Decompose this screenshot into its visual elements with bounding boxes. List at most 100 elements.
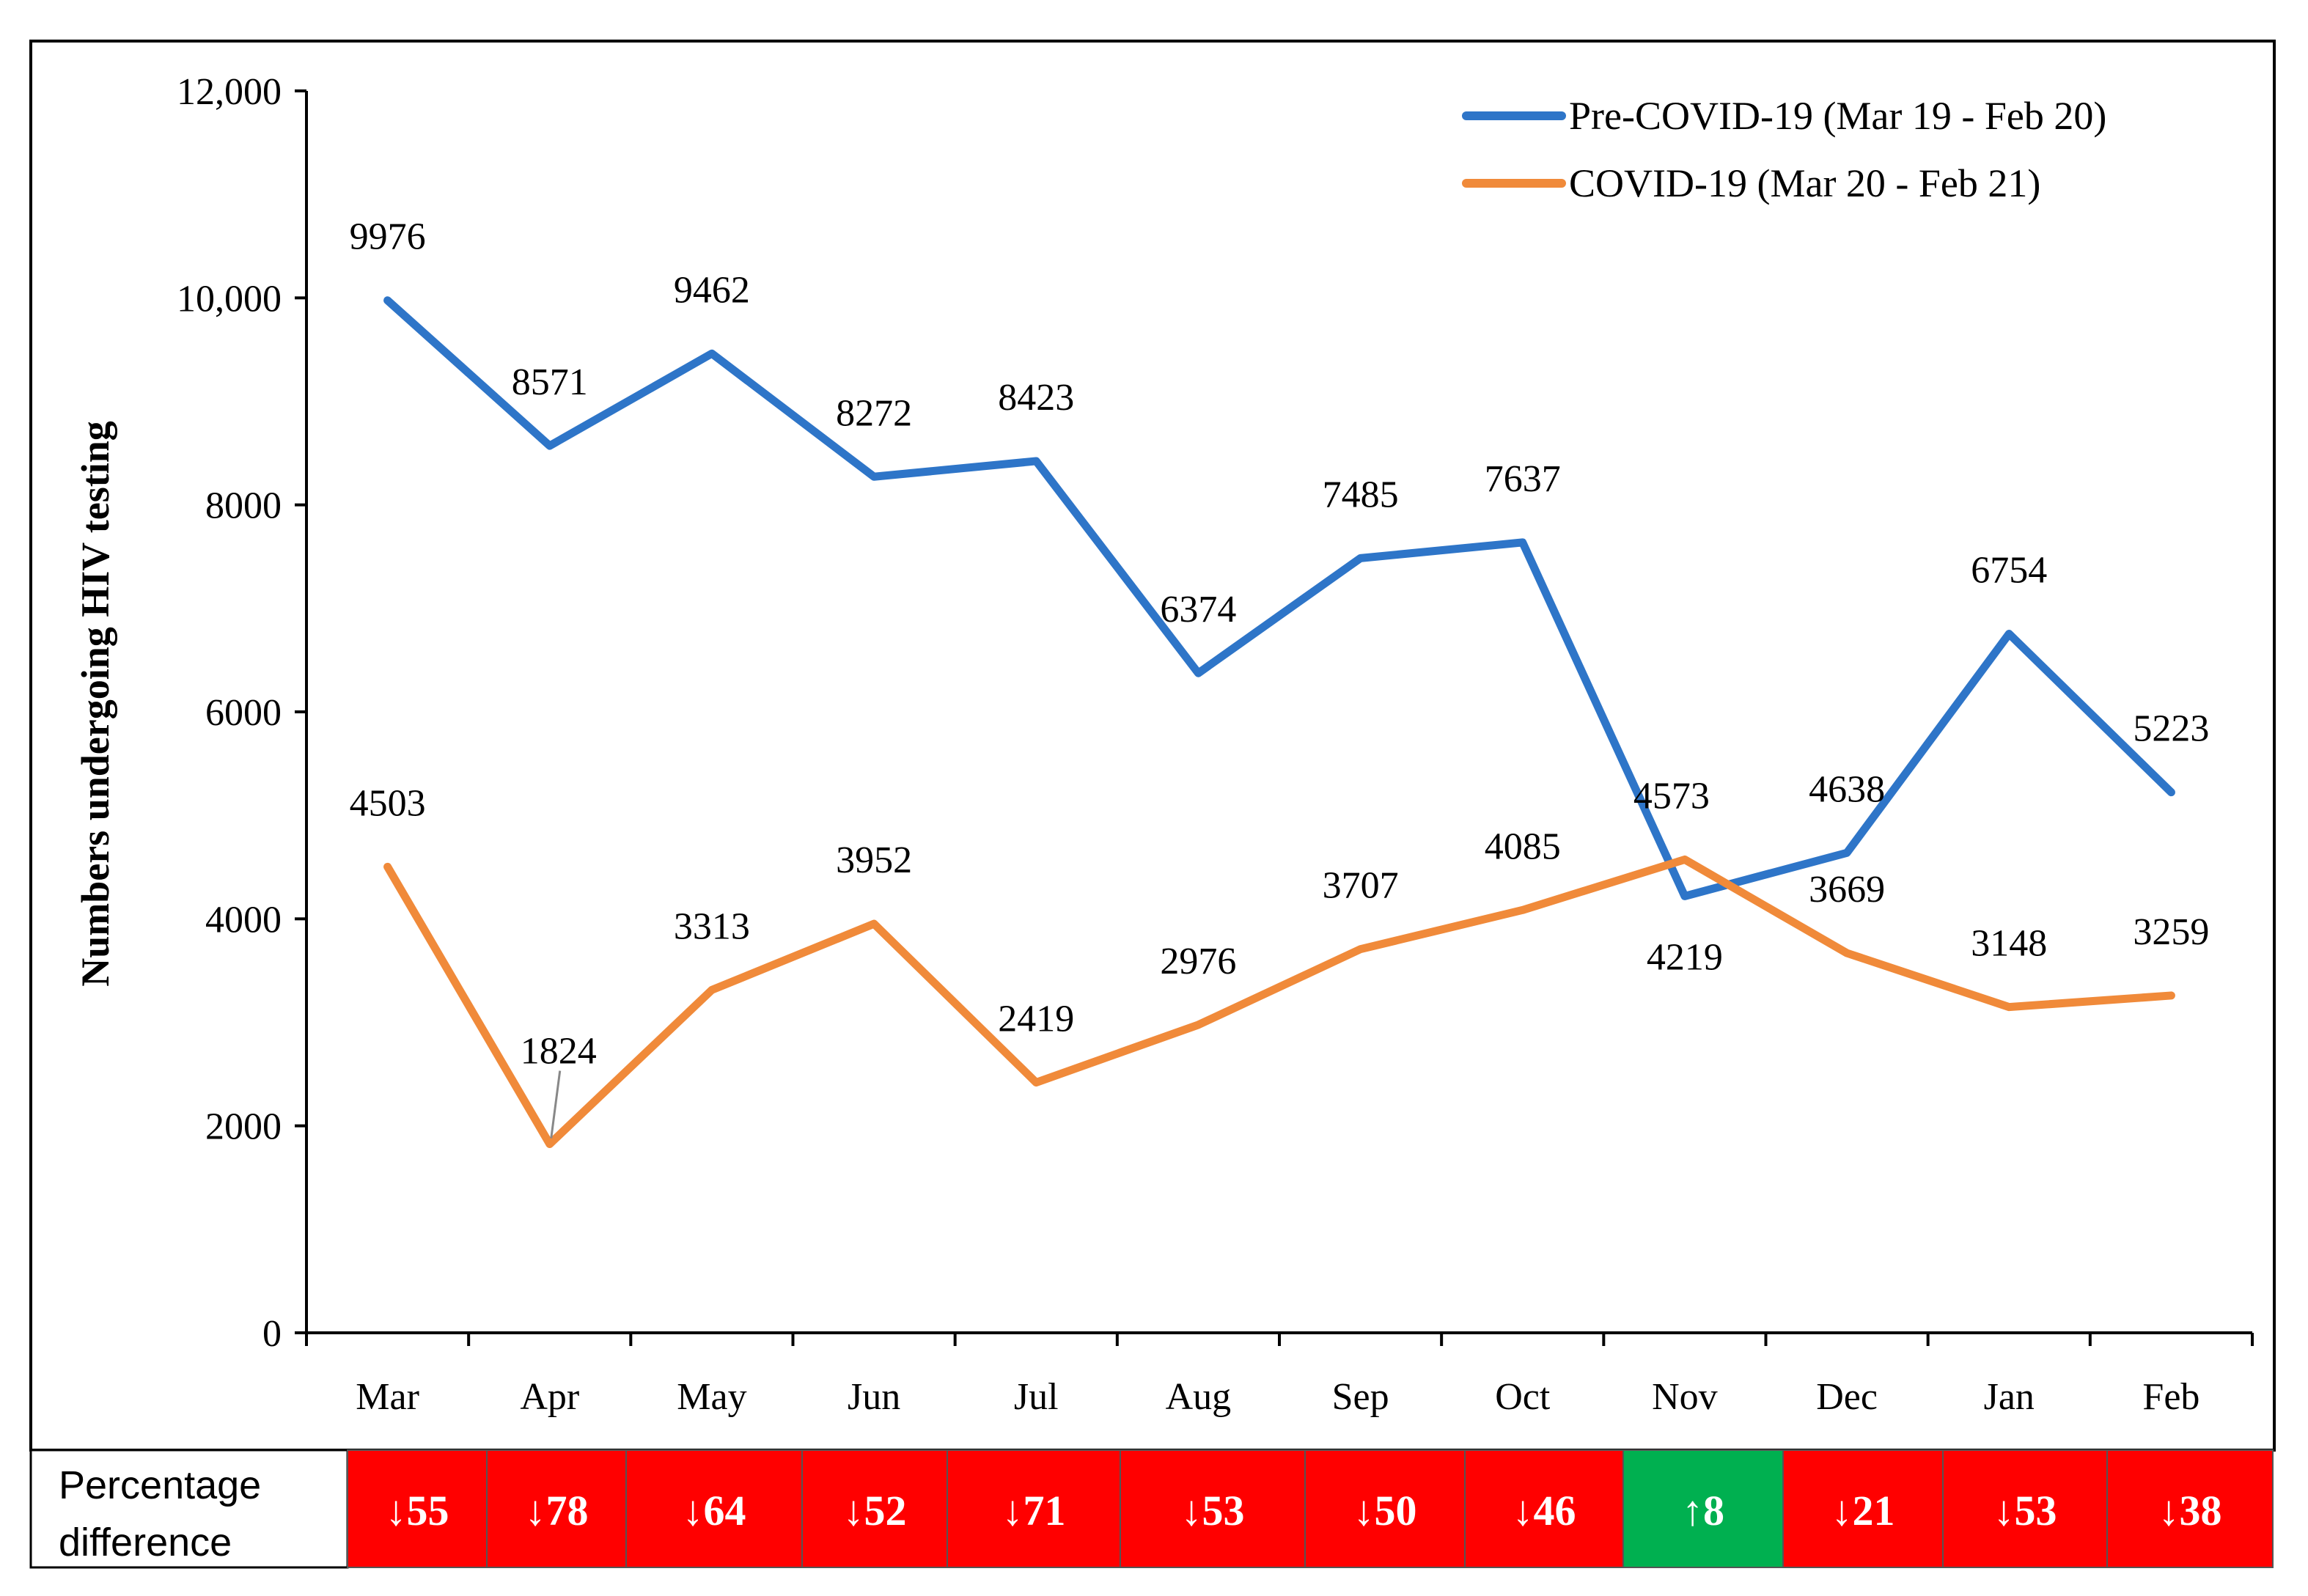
data-label: 5223 <box>2133 708 2209 750</box>
data-point <box>1359 948 1361 950</box>
data-label: 8571 <box>512 361 588 403</box>
y-axis: 0 2000 4000 6000 8000 10,000 12,000 <box>177 71 308 1355</box>
data-point <box>873 476 875 478</box>
pct-value: ↓55 <box>386 1487 449 1534</box>
pct-cell <box>2106 1449 2274 1568</box>
x-tick-label: Oct <box>1495 1376 1551 1418</box>
data-point <box>2008 633 2010 635</box>
pct-header-text: difference <box>59 1520 232 1564</box>
pct-header-text: Percentage <box>59 1463 261 1507</box>
data-label: 4503 <box>350 782 426 824</box>
pct-value: ↓53 <box>1181 1487 1245 1534</box>
x-tick-label: Dec <box>1816 1376 1878 1418</box>
data-point <box>1197 672 1199 674</box>
data-point <box>710 989 713 991</box>
data-point <box>1521 541 1524 543</box>
data-point <box>1197 1023 1199 1026</box>
data-label: 7637 <box>1485 458 1561 500</box>
x-tick-label: Sep <box>1332 1376 1389 1418</box>
pct-cell <box>625 1449 803 1568</box>
x-tick-label: Aug <box>1166 1376 1232 1418</box>
series-line <box>383 296 2175 900</box>
series-layer: 9976 8571 9462 8272 8423 6374 7485 7637 4219 4638… <box>350 216 2210 1149</box>
data-label: 9976 <box>350 216 426 258</box>
data-point <box>1846 952 1848 955</box>
data-point <box>1035 1081 1037 1084</box>
data-label: 3148 <box>1971 923 2047 965</box>
data-label: 9462 <box>674 269 750 311</box>
chart-border <box>29 40 2276 1452</box>
pct-value: ↓71 <box>1002 1487 1066 1534</box>
pct-cell <box>1622 1449 1784 1568</box>
x-tick-label: Apr <box>520 1376 579 1418</box>
x-tick-label: Mar <box>356 1376 419 1418</box>
data-point <box>548 445 551 447</box>
series-covid: 4503 1824 3313 3952 2419 2976 3707 4085 4573 3669… <box>350 775 2209 1149</box>
data-label: 3707 <box>1323 865 1399 907</box>
pct-cell <box>1120 1449 1306 1568</box>
data-point <box>873 923 875 925</box>
data-label: 1824 <box>521 1031 597 1073</box>
data-label: 3259 <box>2133 911 2209 953</box>
pct-value: ↓50 <box>1353 1487 1417 1534</box>
data-label: 6374 <box>1160 589 1236 630</box>
data-point <box>1683 858 1686 861</box>
pct-cell <box>1464 1449 1624 1568</box>
pct-cell <box>947 1449 1121 1568</box>
series-pre-covid: 9976 8571 9462 8272 8423 6374 7485 7637 4219 4638… <box>350 216 2210 979</box>
y-tick-label: 2000 <box>205 1106 282 1148</box>
x-tick-label: Jun <box>848 1376 900 1418</box>
label-leader-line <box>550 1070 562 1139</box>
pct-value: ↓21 <box>1831 1487 1895 1534</box>
pct-value: ↑8 <box>1682 1487 1724 1534</box>
pct-header-cell <box>29 1449 349 1569</box>
legend-entry: Pre-COVID-19 (Mar 19 - Feb 20) <box>1569 94 2106 138</box>
data-point <box>2170 791 2172 793</box>
data-point <box>710 353 713 355</box>
legend-entry: COVID-19 (Mar 20 - Feb 21) <box>1569 161 2040 205</box>
percentage-difference-table: Percentage difference ↓55 ↓78 ↓64 ↓52 ↓71 ↓53 ↓5… <box>29 1449 2274 1569</box>
data-point <box>1683 895 1686 897</box>
data-label: 8423 <box>998 377 1074 419</box>
data-point <box>2170 994 2172 996</box>
y-tick-label: 10,000 <box>177 278 282 320</box>
data-point <box>386 299 389 301</box>
pct-cell <box>1942 1449 2108 1568</box>
data-label: 2419 <box>998 999 1074 1040</box>
pct-value: ↓46 <box>1513 1487 1576 1534</box>
x-axis: Mar Apr May Jun Jul Aug Sep Oct Nov Dec Jan Feb <box>305 1331 2254 1418</box>
pct-value: ↓38 <box>2158 1487 2222 1534</box>
data-point <box>1521 909 1524 911</box>
pct-cell <box>486 1449 627 1568</box>
data-label: 3952 <box>836 839 912 881</box>
pct-value: ↓53 <box>1993 1487 2057 1534</box>
pct-value: ↓64 <box>683 1487 746 1534</box>
series-line <box>383 855 2175 1149</box>
legend: Pre-COVID-19 (Mar 19 - Feb 20) COVID-19 (… <box>1462 94 2106 205</box>
data-point <box>386 866 389 868</box>
data-label: 3669 <box>1809 869 1885 911</box>
data-label: 4219 <box>1647 936 1723 978</box>
data-label: 4638 <box>1809 768 1885 810</box>
data-point <box>548 1143 551 1145</box>
x-tick-label: Nov <box>1652 1376 1718 1418</box>
x-tick-label: Jul <box>1014 1376 1059 1418</box>
y-tick-label: 8000 <box>205 485 282 527</box>
data-point <box>1035 460 1037 462</box>
y-axis-title: Numbers undergoing HIV testing <box>73 421 117 987</box>
data-label: 3313 <box>674 905 750 947</box>
data-point <box>1846 852 1848 854</box>
data-label: 7485 <box>1323 474 1399 515</box>
data-label: 2976 <box>1160 941 1236 982</box>
data-point <box>2008 1006 2010 1008</box>
pct-value: ↓78 <box>525 1487 589 1534</box>
data-label: 6754 <box>1971 550 2047 592</box>
y-tick-label: 12,000 <box>177 71 282 113</box>
pct-value: ↓52 <box>843 1487 907 1534</box>
data-label: 4085 <box>1485 825 1561 867</box>
x-tick-label: May <box>677 1376 746 1418</box>
x-tick-label: Feb <box>2142 1376 2199 1418</box>
data-point <box>1359 557 1361 559</box>
y-tick-label: 6000 <box>205 692 282 734</box>
